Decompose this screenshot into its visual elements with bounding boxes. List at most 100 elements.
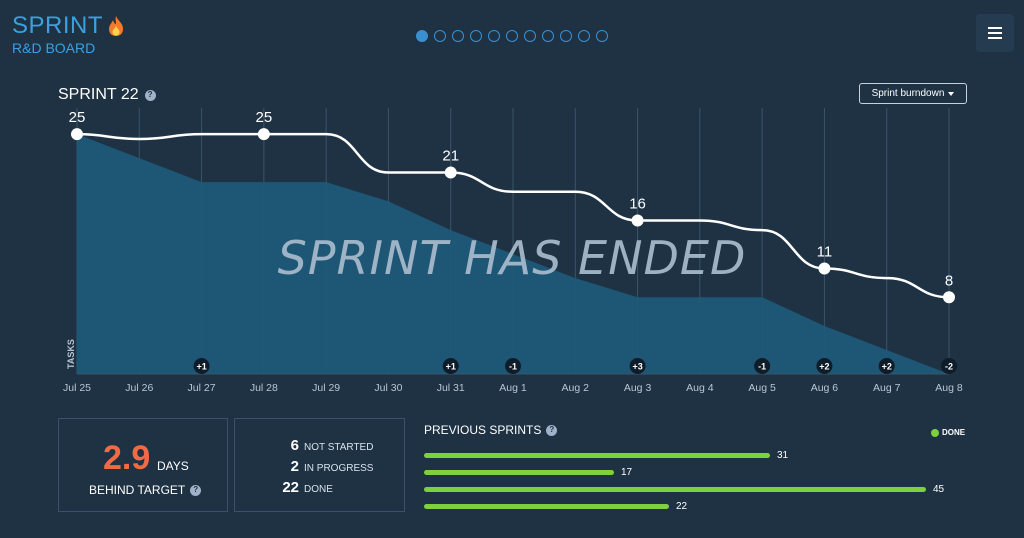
done-count: 22 bbox=[282, 479, 299, 496]
status-in-progress: 2 IN PROGRESS bbox=[235, 458, 374, 475]
scope-change-label: -1 bbox=[509, 362, 517, 372]
scope-change-label: +2 bbox=[819, 362, 829, 372]
fire-icon bbox=[109, 16, 124, 36]
sprint-title: SPRINT 22 ? bbox=[58, 86, 156, 104]
x-tick-label: Jul 26 bbox=[125, 382, 153, 394]
previous-sprint-bar bbox=[424, 486, 926, 492]
pager-dot[interactable] bbox=[416, 30, 428, 42]
brand: SPRINT R&D BOARD bbox=[12, 12, 125, 56]
x-tick-label: Aug 5 bbox=[748, 382, 776, 394]
pager-dot[interactable] bbox=[596, 30, 608, 42]
x-tick-label: Jul 29 bbox=[312, 382, 340, 394]
data-point bbox=[71, 128, 83, 141]
caret-down-icon bbox=[948, 91, 955, 96]
pager-dot[interactable] bbox=[542, 30, 554, 42]
scope-change-label: +3 bbox=[632, 362, 642, 372]
scope-change-badge bbox=[816, 358, 833, 374]
data-label: 25 bbox=[256, 109, 273, 126]
pager-dot[interactable] bbox=[470, 30, 482, 42]
behind-unit: DAYS bbox=[157, 459, 189, 473]
not-started-label: NOT STARTED bbox=[304, 442, 374, 453]
help-icon[interactable]: ? bbox=[190, 484, 202, 496]
scope-change-label: +2 bbox=[882, 362, 892, 372]
brand-subtitle: R&D BOARD bbox=[12, 40, 96, 56]
pager-dot[interactable] bbox=[560, 30, 572, 42]
scope-change-badge bbox=[442, 358, 459, 374]
x-tick-label: Jul 30 bbox=[374, 382, 402, 394]
previous-sprint-value: 31 bbox=[777, 449, 789, 461]
scope-change-badge bbox=[754, 358, 771, 374]
in-progress-count: 2 bbox=[290, 458, 299, 475]
previous-sprint-value: 17 bbox=[621, 466, 633, 478]
x-tick-label: Jul 25 bbox=[63, 382, 91, 394]
data-point bbox=[257, 128, 270, 141]
previous-sprint-row[interactable]: 22 bbox=[424, 500, 688, 512]
x-tick-label: Aug 6 bbox=[811, 382, 839, 394]
data-point bbox=[818, 262, 831, 275]
data-label: 16 bbox=[629, 196, 646, 213]
x-tick-label: Aug 7 bbox=[873, 382, 901, 394]
data-label: 11 bbox=[817, 243, 833, 260]
behind-label: BEHIND TARGET bbox=[89, 483, 186, 497]
x-tick-label: Aug 4 bbox=[686, 382, 714, 394]
pager-dot[interactable] bbox=[524, 30, 536, 42]
previous-sprint-bar bbox=[424, 503, 669, 509]
chart-view-selected: Sprint burndown bbox=[871, 88, 945, 99]
x-tick-label: Aug 1 bbox=[499, 382, 527, 394]
scope-change-badge bbox=[193, 358, 210, 374]
x-tick-label: Jul 31 bbox=[437, 382, 465, 394]
y-axis-label: TASKS bbox=[66, 339, 76, 369]
data-point bbox=[444, 166, 457, 179]
data-label: 21 bbox=[442, 148, 459, 165]
previous-sprints-title: PREVIOUS SPRINTS ? bbox=[424, 423, 558, 437]
sprint-ended-watermark: SPRINT HAS ENDED bbox=[278, 231, 747, 285]
task-status-card: 6 NOT STARTED 2 IN PROGRESS 22 DONE bbox=[234, 418, 405, 512]
scope-change-label: +1 bbox=[446, 362, 456, 372]
chart-view-dropdown[interactable]: Sprint burndown bbox=[859, 83, 967, 104]
in-progress-label: IN PROGRESS bbox=[304, 463, 374, 474]
x-tick-label: Jul 28 bbox=[250, 382, 278, 394]
data-point bbox=[943, 291, 955, 304]
previous-sprint-value: 22 bbox=[676, 500, 688, 512]
sprint-pager bbox=[416, 30, 608, 42]
x-tick-label: Aug 3 bbox=[624, 382, 652, 394]
legend-dot bbox=[931, 428, 939, 437]
burndown-chart: TASKS SPRINT HAS ENDED 25 25 21 16 11 8 +1 +1 -1 +3… bbox=[63, 108, 963, 394]
previous-sprint-value: 45 bbox=[933, 483, 945, 495]
behind-value: 2.9 bbox=[103, 439, 151, 477]
x-tick-label: Jul 27 bbox=[188, 382, 216, 394]
previous-sprint-bar bbox=[424, 452, 770, 458]
x-tick-label: Aug 8 bbox=[935, 382, 963, 394]
previous-sprint-row[interactable]: 45 bbox=[424, 483, 945, 495]
scope-change-badge bbox=[505, 358, 521, 374]
scope-change-label: -1 bbox=[758, 362, 766, 372]
pager-dot[interactable] bbox=[506, 30, 518, 42]
pager-dot[interactable] bbox=[488, 30, 500, 42]
scope-change-label: +1 bbox=[196, 362, 206, 372]
data-label: 8 bbox=[945, 272, 953, 289]
not-started-count: 6 bbox=[290, 437, 299, 454]
status-done: 22 DONE bbox=[235, 479, 333, 496]
help-icon[interactable]: ? bbox=[546, 424, 558, 436]
scope-change-badge bbox=[878, 358, 895, 374]
previous-sprint-row[interactable]: 31 bbox=[424, 449, 789, 461]
data-label: 25 bbox=[69, 109, 86, 126]
scope-change-label: -2 bbox=[945, 362, 953, 372]
x-tick-label: Aug 2 bbox=[562, 382, 590, 394]
help-icon[interactable]: ? bbox=[144, 89, 156, 101]
brand-title: SPRINT bbox=[12, 12, 104, 39]
pager-dot[interactable] bbox=[578, 30, 590, 42]
hamburger-icon bbox=[988, 27, 1002, 39]
behind-target-card: 2.9 DAYS BEHIND TARGET ? bbox=[58, 418, 228, 512]
scope-change-badge bbox=[941, 358, 957, 374]
done-label: DONE bbox=[304, 484, 333, 495]
remaining-line bbox=[76, 132, 950, 299]
legend-label: DONE bbox=[942, 428, 966, 437]
pager-dot[interactable] bbox=[452, 30, 464, 42]
previous-sprint-row[interactable]: 17 bbox=[424, 466, 633, 478]
pager-dot[interactable] bbox=[434, 30, 446, 42]
ideal-area bbox=[77, 134, 949, 374]
menu-button[interactable] bbox=[976, 14, 1014, 52]
status-not-started: 6 NOT STARTED bbox=[235, 437, 374, 454]
scope-change-badge bbox=[629, 358, 646, 374]
